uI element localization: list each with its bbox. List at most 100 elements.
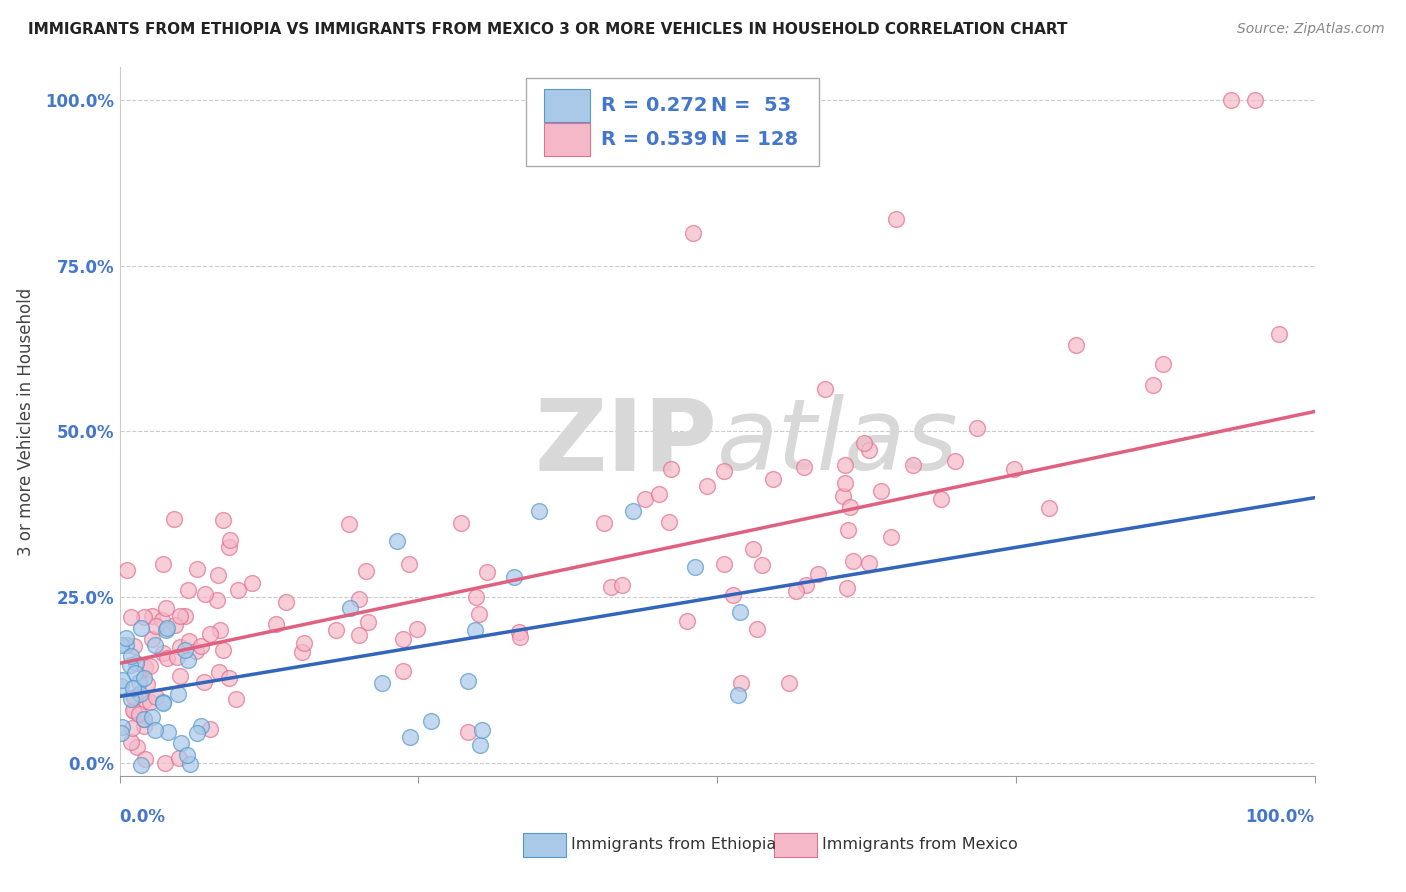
Point <box>399 731 422 745</box>
Point <box>886 212 908 227</box>
Point <box>527 504 550 518</box>
Point <box>391 632 413 646</box>
Point <box>730 676 752 690</box>
Point <box>901 458 924 472</box>
Point <box>177 583 200 598</box>
Point <box>131 758 153 772</box>
Point <box>657 515 679 529</box>
Point <box>879 530 901 544</box>
Point <box>134 671 156 685</box>
FancyBboxPatch shape <box>544 89 591 121</box>
Point <box>120 648 142 663</box>
Point <box>193 674 215 689</box>
Text: 0.0%: 0.0% <box>120 808 166 826</box>
Point <box>167 687 190 701</box>
Point <box>120 692 142 706</box>
Point <box>354 564 377 578</box>
Point <box>155 623 177 637</box>
Point <box>793 460 815 475</box>
Point <box>170 736 193 750</box>
FancyBboxPatch shape <box>526 78 818 166</box>
Point <box>174 608 197 623</box>
Point <box>132 712 155 726</box>
Point <box>471 723 494 737</box>
Point <box>838 500 860 515</box>
Point <box>508 625 530 640</box>
Point <box>713 464 735 478</box>
Point <box>337 516 360 531</box>
Point <box>124 666 146 681</box>
Point <box>141 609 163 624</box>
Point <box>110 726 132 740</box>
Point <box>807 566 830 581</box>
Point <box>837 581 859 595</box>
Point <box>190 640 212 654</box>
Point <box>356 615 378 630</box>
Point <box>152 646 174 660</box>
Point <box>1142 378 1164 392</box>
Point <box>696 478 718 492</box>
Point <box>225 692 247 706</box>
Point <box>128 706 150 721</box>
Point <box>110 638 132 652</box>
Point <box>120 735 142 749</box>
Point <box>132 719 155 733</box>
Point <box>218 540 240 554</box>
FancyBboxPatch shape <box>775 833 817 857</box>
Point <box>156 651 179 665</box>
Point <box>135 677 157 691</box>
Point <box>1268 327 1291 342</box>
Point <box>124 639 146 653</box>
Point <box>419 714 441 728</box>
Point <box>593 516 616 530</box>
Point <box>1004 462 1026 476</box>
Text: ZIP: ZIP <box>534 394 717 491</box>
Point <box>858 556 880 570</box>
Point <box>211 643 233 657</box>
Text: IMMIGRANTS FROM ETHIOPIA VS IMMIGRANTS FROM MEXICO 3 OR MORE VEHICLES IN HOUSEHO: IMMIGRANTS FROM ETHIOPIA VS IMMIGRANTS F… <box>28 22 1067 37</box>
Point <box>145 690 167 705</box>
Point <box>292 636 315 650</box>
Point <box>141 709 163 723</box>
Point <box>457 725 479 739</box>
Point <box>682 226 704 240</box>
Point <box>751 558 773 573</box>
Point <box>728 606 751 620</box>
Point <box>166 650 188 665</box>
Point <box>110 679 132 693</box>
Point <box>683 560 706 574</box>
Point <box>1152 357 1174 371</box>
Point <box>966 421 988 435</box>
Point <box>721 588 744 602</box>
Point <box>152 696 174 710</box>
Point <box>129 621 152 635</box>
Point <box>177 653 200 667</box>
Point <box>742 541 765 556</box>
Point <box>134 752 156 766</box>
Point <box>186 726 208 740</box>
Point <box>141 632 163 647</box>
Point <box>143 782 166 797</box>
Point <box>291 645 314 659</box>
Point <box>150 613 173 627</box>
Point <box>762 472 785 486</box>
Point <box>120 609 142 624</box>
Point <box>169 669 191 683</box>
Text: Source: ZipAtlas.com: Source: ZipAtlas.com <box>1237 22 1385 37</box>
Point <box>1220 93 1243 107</box>
Point <box>176 748 198 763</box>
Point <box>600 580 623 594</box>
Point <box>858 442 880 457</box>
Point <box>156 621 179 635</box>
Point <box>676 614 699 628</box>
Point <box>125 656 148 670</box>
Point <box>179 757 201 772</box>
Point <box>648 487 671 501</box>
Point <box>929 492 952 507</box>
Point <box>155 756 177 770</box>
Point <box>111 673 134 688</box>
Point <box>209 624 232 638</box>
Point <box>347 592 370 607</box>
Point <box>122 690 145 705</box>
Point <box>131 782 153 797</box>
